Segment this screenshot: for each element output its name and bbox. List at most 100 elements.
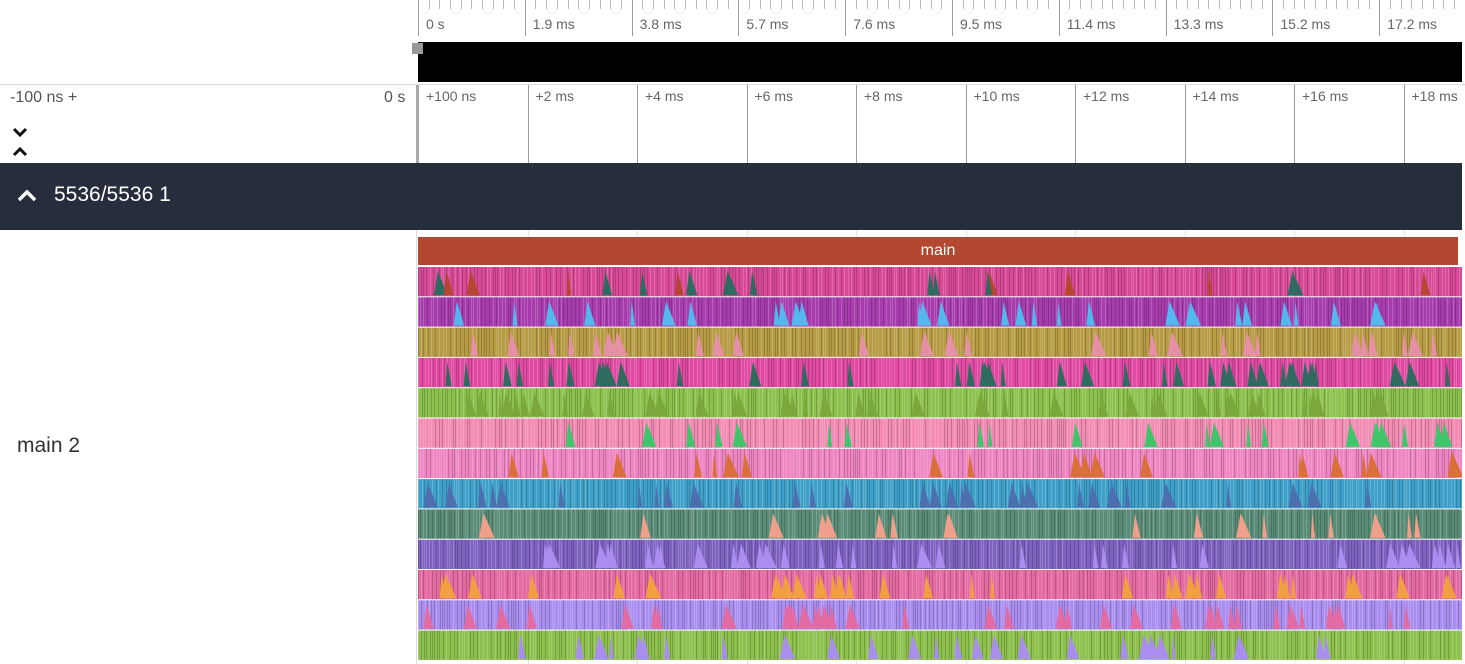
flame-slice[interactable] [613, 357, 614, 388]
flame-slice[interactable] [715, 448, 716, 479]
flame-slice[interactable] [599, 509, 600, 539]
flame-slice[interactable] [1348, 357, 1349, 388]
flame-slice-accent[interactable] [1255, 392, 1266, 417]
flame-slice[interactable] [937, 448, 938, 479]
flame-slice[interactable] [1439, 479, 1440, 509]
flame-slice[interactable] [506, 539, 507, 569]
flame-slice[interactable] [560, 570, 561, 600]
flame-slice[interactable] [1201, 327, 1202, 357]
flame-slice-accent[interactable] [1207, 271, 1213, 296]
flame-slice[interactable] [555, 297, 556, 327]
flame-slice[interactable] [960, 600, 961, 630]
flame-slice[interactable] [572, 630, 573, 660]
flame-slice[interactable] [588, 509, 589, 539]
flame-slice[interactable] [604, 570, 605, 600]
flame-slice[interactable] [963, 570, 964, 600]
flame-slice[interactable] [1209, 327, 1210, 357]
flame-slice[interactable] [690, 570, 691, 600]
flame-slice[interactable] [623, 570, 624, 600]
flame-slice[interactable] [906, 267, 907, 297]
flame-slice[interactable] [829, 570, 830, 600]
flame-slice[interactable] [1341, 600, 1342, 630]
flame-slice[interactable] [1293, 539, 1294, 569]
flame-slice[interactable] [661, 267, 662, 297]
flame-slice[interactable] [1028, 267, 1029, 297]
flame-slice-accent[interactable] [1402, 331, 1408, 356]
flame-slice[interactable] [559, 388, 560, 418]
flame-slice[interactable] [868, 388, 869, 418]
flame-slice[interactable] [1336, 539, 1337, 569]
flame-slice[interactable] [882, 630, 883, 660]
flame-slice[interactable] [938, 630, 939, 660]
flame-slice[interactable] [1300, 327, 1301, 357]
flame-slice[interactable] [962, 418, 963, 448]
flame-slice[interactable] [931, 630, 932, 660]
flame-slice[interactable] [1195, 418, 1196, 448]
flame-slice[interactable] [759, 418, 760, 448]
flame-slice[interactable] [574, 418, 575, 448]
flame-slice[interactable] [1415, 418, 1416, 448]
flame-slice[interactable] [1045, 357, 1046, 388]
flame-slice[interactable] [1455, 267, 1456, 297]
flame-slice[interactable] [1326, 479, 1327, 509]
flame-slice[interactable] [937, 357, 938, 388]
flame-slice[interactable] [443, 630, 444, 660]
flame-slice[interactable] [1406, 357, 1407, 388]
flame-slice[interactable] [959, 297, 960, 327]
flame-slice[interactable] [1374, 600, 1375, 630]
flame-slice[interactable] [426, 539, 427, 569]
flame-slice[interactable] [432, 479, 433, 509]
flame-slice[interactable] [429, 418, 430, 448]
flame-slice[interactable] [1415, 539, 1416, 569]
flame-slice[interactable] [1069, 479, 1070, 509]
flame-slice[interactable] [1100, 630, 1101, 660]
flame-slice-accent[interactable] [642, 422, 657, 447]
flame-slice[interactable] [801, 630, 802, 660]
flame-slice[interactable] [830, 418, 831, 448]
flame-slice[interactable] [1135, 539, 1136, 569]
flame-slice[interactable] [666, 448, 667, 479]
flame-slice[interactable] [611, 479, 612, 509]
flame-slice[interactable] [680, 630, 681, 660]
flame-slice[interactable] [535, 297, 536, 327]
flame-slice[interactable] [1202, 267, 1203, 297]
flame-slice[interactable] [1181, 448, 1182, 479]
flame-slice[interactable] [1009, 539, 1010, 569]
flame-slice[interactable] [1170, 539, 1171, 569]
flame-slice[interactable] [1287, 570, 1288, 600]
flame-slice[interactable] [1012, 418, 1013, 448]
flame-slice[interactable] [498, 297, 499, 327]
flame-slice-accent[interactable] [1098, 392, 1109, 417]
flame-slice[interactable] [1362, 479, 1363, 509]
flame-slice[interactable] [1323, 570, 1324, 600]
flame-slice-accent[interactable] [778, 301, 790, 326]
flame-slice[interactable] [657, 297, 658, 327]
flame-slice[interactable] [905, 327, 906, 357]
flame-slice[interactable] [1382, 570, 1383, 600]
flame-slice-accent[interactable] [501, 392, 516, 417]
flame-slice[interactable] [966, 388, 967, 418]
flame-slice[interactable] [1085, 388, 1086, 418]
flame-slice[interactable] [805, 479, 806, 509]
flame-slice[interactable] [935, 509, 936, 539]
flame-slice[interactable] [461, 600, 462, 630]
flame-slice[interactable] [509, 357, 510, 388]
flame-slice[interactable] [1332, 600, 1333, 630]
flame-slice[interactable] [503, 630, 504, 660]
flame-slice[interactable] [1041, 600, 1042, 630]
flame-slice[interactable] [779, 327, 780, 357]
flame-slice[interactable] [492, 388, 493, 418]
flame-slice[interactable] [819, 509, 820, 539]
flame-slice[interactable] [588, 630, 589, 660]
flame-slice[interactable] [883, 357, 884, 388]
flame-slice[interactable] [904, 509, 905, 539]
flame-slice[interactable] [1397, 448, 1398, 479]
flame-slice[interactable] [440, 509, 441, 539]
flame-slice[interactable] [1452, 327, 1453, 357]
flame-slice[interactable] [1187, 539, 1188, 569]
flame-slice-accent[interactable] [916, 543, 933, 568]
flame-slice[interactable] [639, 570, 640, 600]
flame-slice[interactable] [717, 630, 718, 660]
flame-slice[interactable] [1220, 418, 1221, 448]
flame-slice[interactable] [497, 630, 498, 660]
